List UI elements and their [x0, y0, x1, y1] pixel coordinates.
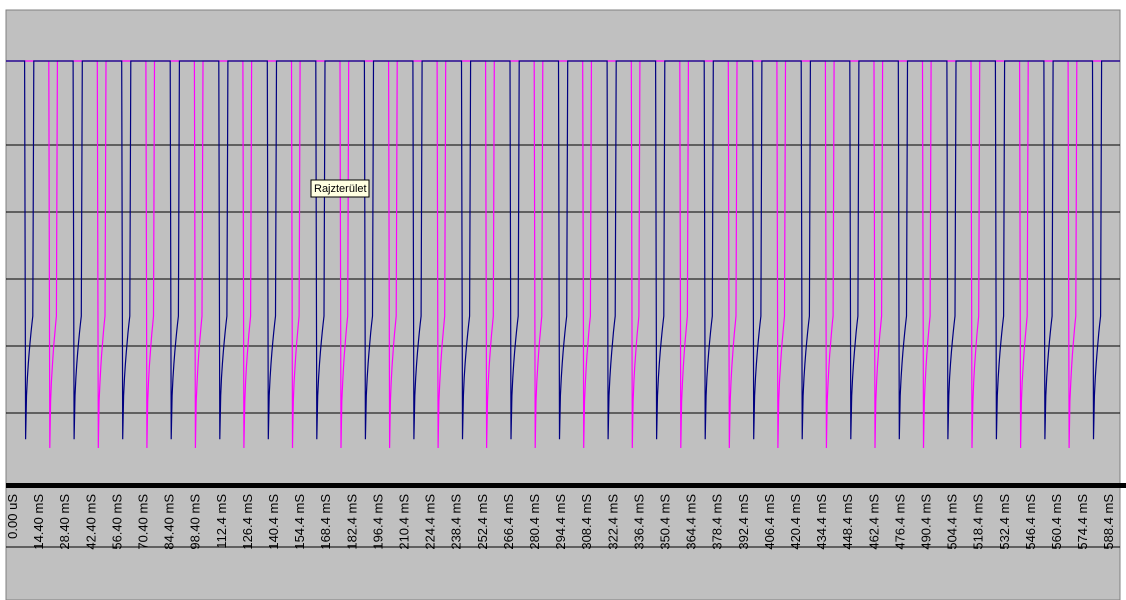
x-tick-label: 56.40 mS [109, 494, 124, 550]
x-tick-label: 28.40 mS [57, 494, 72, 550]
x-tick-label: 0.00 uS [5, 494, 20, 539]
series-0-path [6, 60, 1120, 440]
x-axis [6, 483, 1126, 488]
x-tick-label: 392.4 mS [736, 494, 751, 550]
x-tick-label: 14.40 mS [31, 494, 46, 550]
tooltip-box [310, 179, 370, 198]
series-1-path [6, 60, 1120, 449]
x-tick-label: 182.4 mS [344, 494, 359, 550]
x-tick-label: 406.4 mS [762, 494, 777, 550]
x-tick-label: 196.4 mS [370, 494, 385, 550]
x-tick-label: 224.4 mS [423, 494, 438, 550]
plot-border [5, 9, 1121, 600]
x-tick-label: 84.40 mS [162, 494, 177, 550]
x-tick-label: 336.4 mS [631, 494, 646, 550]
x-tick-label: 588.4 mS [1101, 494, 1116, 550]
x-tick-label: 210.4 mS [397, 494, 412, 550]
plot-background [5, 9, 1121, 600]
x-tick-label: 112.4 mS [214, 494, 229, 549]
x-tick-label: 168.4 mS [318, 494, 333, 550]
x-tick-label: 280.4 mS [527, 494, 542, 550]
x-tick-label: 546.4 mS [1023, 494, 1038, 550]
label-strip [6, 485, 1120, 600]
plot-background-rect [6, 10, 1120, 485]
x-tick-label: 140.4 mS [266, 494, 281, 550]
x-tick-label: 532.4 mS [997, 494, 1012, 550]
x-tick-label: 448.4 mS [840, 494, 855, 550]
x-tick-label: 504.4 mS [945, 494, 960, 550]
x-tick-label: 378.4 mS [710, 494, 725, 550]
series-b-line [6, 60, 1120, 449]
x-axis-line [6, 483, 1126, 488]
x-tick-label: 350.4 mS [658, 494, 673, 550]
tooltip-text: Rajzterület [314, 183, 367, 195]
x-tick-label: 126.4 mS [240, 494, 255, 550]
x-tick-label: 308.4 mS [579, 494, 594, 550]
series-a-line [6, 60, 1120, 440]
x-tick-label: 70.40 mS [136, 494, 151, 550]
x-tick-label: 154.4 mS [292, 494, 307, 550]
x-tick-label: 490.4 mS [919, 494, 934, 550]
x-tick-label: 518.4 mS [971, 494, 986, 550]
x-tick-label: 364.4 mS [684, 494, 699, 550]
x-tick-label: 560.4 mS [1049, 494, 1064, 550]
x-tick-label: 238.4 mS [449, 494, 464, 550]
tooltip: Rajzterület [310, 179, 370, 198]
x-tick-label: 294.4 mS [553, 494, 568, 550]
x-tick-label: 420.4 mS [788, 494, 803, 550]
x-tick-label: 476.4 mS [892, 494, 907, 550]
x-tick-label: 252.4 mS [475, 494, 490, 550]
x-tick-label: 98.40 mS [188, 494, 203, 550]
x-tick-label: 322.4 mS [605, 494, 620, 550]
x-tick-label: 574.4 mS [1075, 494, 1090, 550]
x-tick-label: 434.4 mS [814, 494, 829, 550]
x-tick-label: 462.4 mS [866, 494, 881, 550]
x-tick-label: 42.40 mS [83, 494, 98, 550]
x-tick-label: 266.4 mS [501, 494, 516, 550]
x-tick-labels: 0.00 uS 14.40 mS 28.40 mS 42.40 mS 56.40 mS 7… [5, 494, 1116, 550]
